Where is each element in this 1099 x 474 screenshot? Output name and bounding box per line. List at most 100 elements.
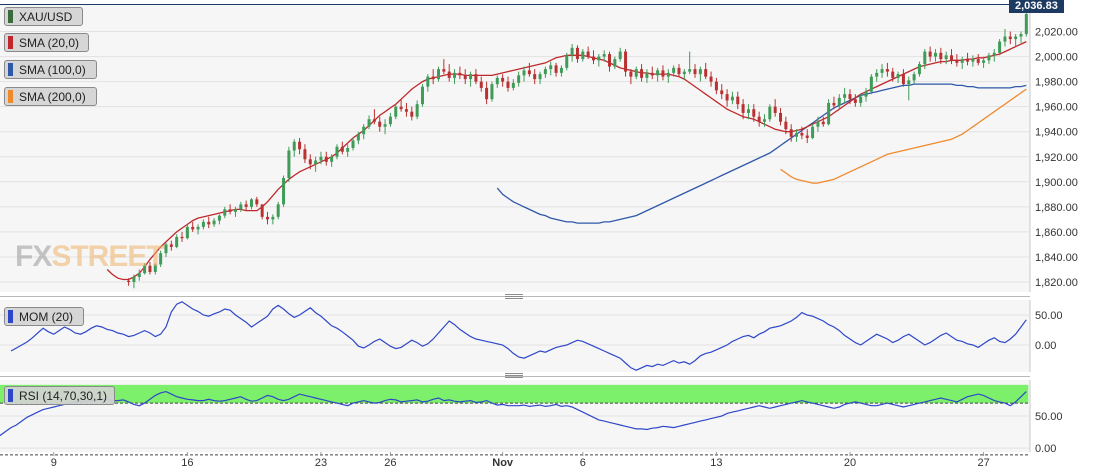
candle-body — [688, 69, 692, 72]
candle-up — [971, 55, 975, 67]
candle-up — [495, 75, 499, 88]
legend-symbol[interactable]: XAU/USD — [4, 7, 83, 26]
candle-body — [624, 51, 628, 72]
candle-up — [420, 84, 424, 107]
y-tick-label: 50.00 — [1035, 310, 1063, 322]
momentum-pane[interactable]: 50.00 0.00 — [0, 300, 1063, 372]
candle-down — [891, 67, 895, 82]
candle-body — [709, 76, 713, 82]
pane-resize-handle-2[interactable] — [505, 373, 523, 378]
candle-body — [1003, 36, 1007, 42]
candle-up — [827, 99, 831, 126]
main-price-pane[interactable]: 2,020.00 2,000.00 1,980.00 1,960.00 1,940.00… — [0, 4, 1078, 292]
candle-body — [843, 94, 847, 98]
candle-down — [661, 65, 665, 81]
candle-body — [581, 51, 585, 60]
candle-body — [966, 59, 970, 62]
candle-body — [944, 55, 948, 60]
candle-up — [388, 112, 392, 127]
candle-body — [164, 244, 168, 254]
candle-body — [495, 77, 499, 85]
candle-body — [410, 111, 414, 117]
candle-body — [351, 140, 355, 148]
sma20-swatch — [8, 36, 13, 49]
candle-body — [501, 77, 505, 82]
candle-body — [479, 81, 483, 88]
candle-body — [543, 69, 547, 75]
legend-rsi[interactable]: RSI (14,70,30,1) — [4, 386, 115, 405]
candle-up — [602, 50, 606, 62]
candle-down — [463, 69, 467, 85]
candle-body — [827, 102, 831, 125]
legend-sma20-label: SMA (20,0) — [19, 36, 80, 50]
candle-body — [185, 226, 189, 239]
candle-up — [864, 87, 868, 102]
candle-body — [255, 199, 259, 205]
candle-down — [308, 154, 312, 170]
candle-down — [442, 59, 446, 75]
candle-body — [458, 72, 462, 76]
x-tick-label: 26 — [384, 457, 396, 469]
candle-body — [987, 55, 991, 61]
mom-swatch — [8, 310, 13, 323]
candle-down — [575, 45, 579, 63]
candle-body — [442, 69, 446, 72]
candle-down — [479, 76, 483, 92]
candle-body — [217, 215, 221, 221]
candle-up — [517, 71, 521, 87]
candle-up — [987, 52, 991, 65]
candle-down — [848, 89, 852, 105]
candle-body — [869, 76, 873, 92]
candle-body — [864, 91, 868, 97]
candle-body — [415, 104, 419, 117]
candle-down — [677, 64, 681, 77]
candle-down — [527, 62, 531, 77]
candle-up — [314, 156, 318, 172]
candle-body — [971, 59, 975, 62]
candle-body — [634, 69, 638, 77]
candle-down — [458, 66, 462, 80]
candle-up — [875, 69, 879, 82]
candle-down — [228, 204, 232, 215]
candle-up — [159, 250, 163, 267]
candle-body — [159, 253, 163, 265]
pane-resize-handle-1[interactable] — [505, 294, 523, 299]
candle-body — [244, 204, 248, 207]
candle-down — [554, 62, 558, 77]
candle-down — [832, 96, 836, 110]
candle-body — [816, 121, 820, 127]
candle-up — [565, 52, 569, 71]
legend-sma20[interactable]: SMA (20,0) — [4, 33, 89, 52]
sma100-line — [496, 83, 1027, 224]
candle-up — [1019, 31, 1023, 43]
y-tick-label: 1,940.00 — [1035, 127, 1078, 139]
candle-body — [746, 109, 750, 113]
legend-mom[interactable]: MOM (20) — [4, 307, 84, 326]
candle-body — [132, 276, 136, 282]
candle-up — [249, 198, 253, 210]
candle-down — [741, 99, 745, 120]
candle-body — [1014, 36, 1018, 40]
candle-body — [324, 156, 328, 162]
candle-body — [950, 55, 954, 61]
candle-up — [143, 263, 147, 275]
candle-up — [153, 263, 157, 275]
candle-down — [901, 69, 905, 87]
x-tick-label: 9 — [51, 457, 57, 469]
candle-body — [549, 65, 553, 70]
candle-up — [201, 219, 205, 230]
candle-up — [960, 56, 964, 70]
candle-body — [463, 75, 467, 80]
legend-sma100[interactable]: SMA (100,0) — [4, 60, 97, 79]
candle-down — [779, 107, 783, 126]
candle-body — [891, 71, 895, 78]
legend-sma200[interactable]: SMA (200,0) — [4, 87, 97, 106]
candle-down — [640, 64, 644, 82]
candle-body — [175, 236, 179, 247]
candle-body — [533, 74, 537, 80]
candle-down — [736, 91, 740, 110]
rsi-pane[interactable]: 50.00 0.00 — [0, 380, 1063, 456]
candle-body — [811, 126, 815, 138]
candle-body — [228, 209, 232, 212]
